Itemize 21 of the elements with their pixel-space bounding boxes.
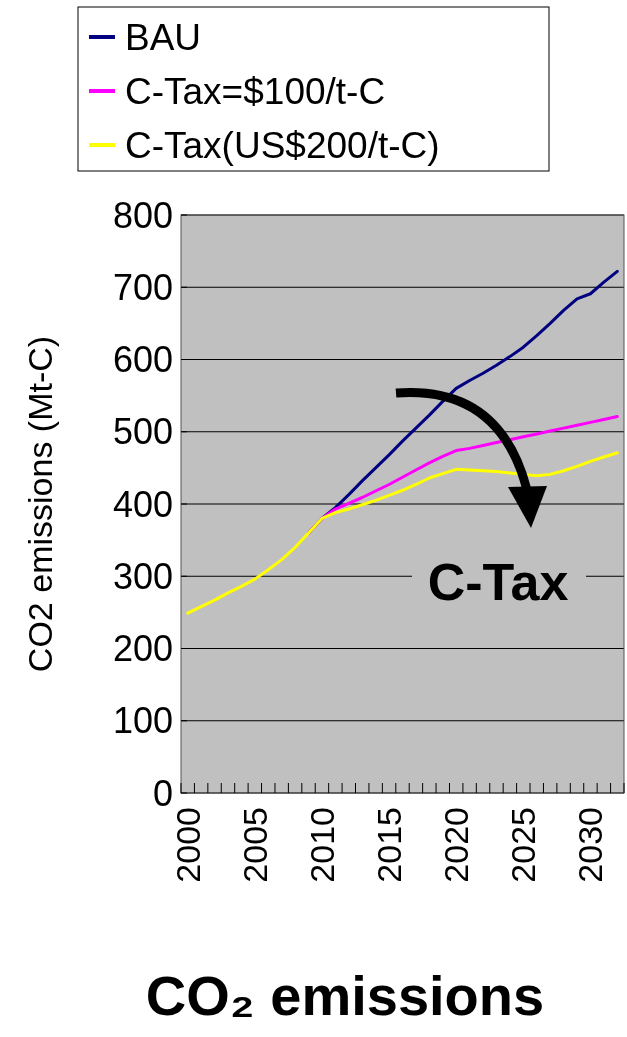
x-tick-label: 2030 <box>571 807 610 883</box>
text: CO₂ emissions <box>145 963 545 1027</box>
y-tick-label: 800 <box>112 194 173 236</box>
line-series <box>186 451 619 615</box>
x-tick-label: 2005 <box>235 807 274 883</box>
x-tick-label: 2025 <box>504 807 543 883</box>
y-tick-label: 100 <box>112 700 173 742</box>
legend-label: BAU <box>125 16 202 58</box>
y-tick-label: 500 <box>112 411 173 453</box>
legend-label: C-Tax=$100/t-C <box>125 70 386 112</box>
y-tick-label: 400 <box>112 483 173 525</box>
y-axis-title: CO2 emissions (Mt-C) <box>20 335 59 673</box>
x-tick-label: 2015 <box>369 807 408 883</box>
x-tick-label: 2020 <box>437 807 476 883</box>
annotation: C-Tax <box>427 553 569 612</box>
legend-label: C-Tax(US$200/t-C) <box>125 124 440 166</box>
y-tick-label: 200 <box>112 628 173 670</box>
y-tick-label: 300 <box>112 555 173 597</box>
x-tick-label: 2010 <box>302 807 341 883</box>
y-tick-label: 600 <box>112 339 173 381</box>
y-tick-label: 700 <box>112 266 173 308</box>
